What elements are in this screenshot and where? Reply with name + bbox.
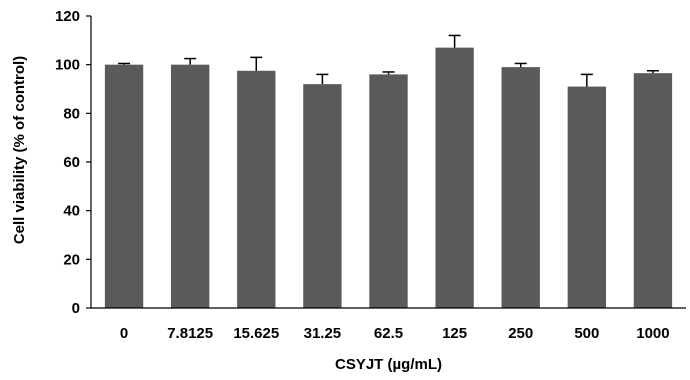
bar-250: [501, 67, 540, 308]
bar-0: [104, 64, 144, 309]
bar-31.25: [303, 84, 342, 308]
y-tick-label: 60: [63, 154, 80, 171]
x-tick-label: 62.5: [374, 325, 403, 342]
x-tick-label: 15.625: [233, 325, 279, 342]
x-tick-label: 1000: [636, 325, 669, 342]
x-tick-label: 0: [120, 325, 128, 342]
bar-7.8125: [170, 64, 210, 309]
x-tick-label: 125: [442, 325, 467, 342]
y-tick-label: 80: [63, 105, 80, 122]
x-tick-labels-group: 0 7.8125 15.625 31.25 62.5 125 250 500 1000: [120, 325, 670, 342]
y-tick-label: 100: [55, 57, 80, 74]
x-tick-label: 31.25: [304, 325, 342, 342]
y-tick-label: 20: [63, 251, 80, 268]
x-tick-label: 7.8125: [167, 325, 213, 342]
y-tick-label: 0: [72, 300, 80, 317]
bar-62.5: [369, 74, 408, 309]
bar-1000: [633, 73, 673, 308]
y-ticks-group: 0 20 40 60 80 100 120: [55, 8, 91, 317]
bar-500: [567, 86, 607, 308]
x-tick-label: 500: [574, 325, 599, 342]
x-tick-label: 250: [508, 325, 533, 342]
y-axis-title: Cell viability (% of control): [11, 56, 28, 244]
bar-15.625: [237, 70, 276, 308]
error-bars-group: [118, 34, 659, 87]
bar-125: [435, 47, 474, 309]
y-tick-label: 40: [63, 203, 80, 220]
x-axis-title: CSYJT (µg/mL): [335, 356, 442, 373]
y-tick-label: 120: [55, 8, 80, 25]
bars-group: [104, 47, 673, 309]
